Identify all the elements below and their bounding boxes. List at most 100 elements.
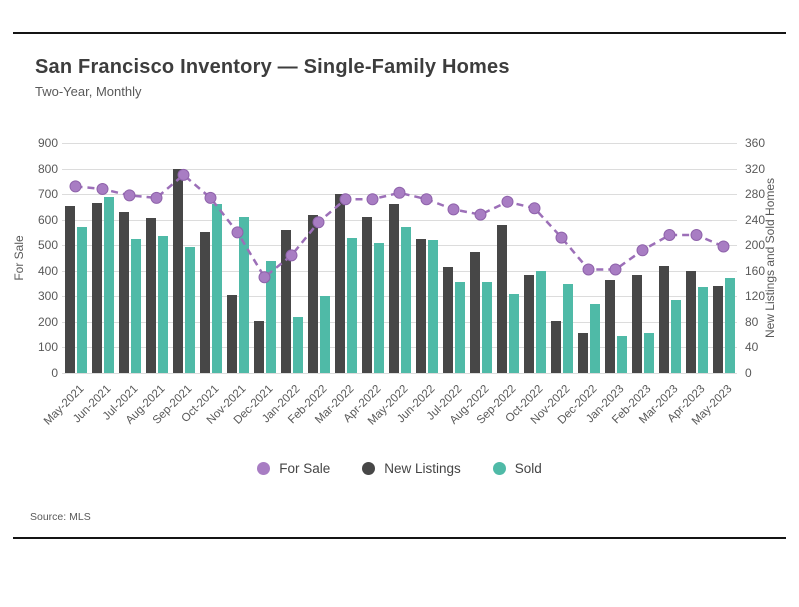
bar-group [89, 143, 116, 373]
legend-swatch-icon [257, 462, 271, 475]
right-axis-tick-label: 80 [745, 314, 759, 329]
for-sale-point [231, 226, 244, 239]
bar-group [278, 143, 305, 373]
bars-layer [62, 143, 737, 373]
right-axis-tick-label: 240 [745, 212, 766, 227]
sold-bar [238, 217, 249, 373]
page-subtitle: Two-Year, Monthly [35, 84, 142, 99]
bar-group [440, 143, 467, 373]
new-listings-bar [523, 274, 534, 373]
chart-card: San Francisco Inventory — Single-Family … [12, 32, 786, 539]
new-listings-bar [415, 238, 426, 373]
bar-group [521, 143, 548, 373]
sold-bar [427, 240, 438, 373]
new-listings-bar [145, 218, 156, 373]
gridline [62, 245, 737, 247]
for-sale-point [528, 202, 541, 215]
new-listings-bar [712, 286, 723, 373]
bar-group [629, 143, 656, 373]
new-listings-bar [577, 333, 588, 373]
new-listings-bar [442, 266, 453, 373]
gridline [62, 219, 737, 221]
bar-group [62, 143, 89, 373]
for-sale-point [123, 189, 136, 202]
new-listings-bar [91, 203, 102, 373]
bar-group [467, 143, 494, 373]
legend: For Sale New Listings Sold [13, 461, 786, 476]
bar-group [386, 143, 413, 373]
legend-label: New Listings [384, 461, 461, 476]
for-sale-point [339, 193, 352, 206]
sold-bar [670, 300, 681, 373]
for-sale-point [96, 183, 109, 195]
new-listings-bar [685, 270, 696, 373]
new-listings-bar [550, 320, 561, 373]
new-listings-bar [307, 214, 318, 373]
sold-bar [481, 282, 492, 373]
new-listings-bar [172, 168, 183, 373]
bar-group [548, 143, 575, 373]
bar-group [143, 143, 170, 373]
gridline [62, 321, 737, 323]
for-sale-point [609, 263, 622, 276]
sold-bar [76, 227, 87, 373]
left-axis-tick-label: 900 [37, 136, 58, 150]
legend-label: Sold [514, 461, 542, 476]
new-listings-bar [226, 295, 237, 373]
sold-bar [697, 287, 708, 373]
sold-bar [265, 260, 276, 373]
for-sale-point [285, 249, 298, 262]
for-sale-point [177, 168, 190, 181]
gridline [62, 143, 737, 144]
plot-area [62, 143, 737, 374]
bar-group [602, 143, 629, 373]
right-axis-tick-label: 360 [745, 136, 766, 150]
right-axis-tick-label: 280 [745, 187, 766, 202]
new-listings-bar [280, 229, 291, 373]
gridline [62, 270, 737, 272]
sold-bar [211, 204, 222, 373]
gridline [62, 168, 737, 170]
new-listings-bar [496, 224, 507, 373]
new-listings-bar [199, 232, 210, 373]
for-sale-point [474, 208, 487, 221]
line-layer [69, 168, 730, 284]
legend-label: For Sale [279, 461, 331, 476]
new-listings-bar [469, 251, 480, 373]
new-listings-bar [334, 194, 345, 373]
source-note: Source: MLS [30, 511, 91, 523]
sold-bar [454, 282, 465, 373]
for-sale-point [366, 193, 379, 206]
sold-bar [184, 246, 195, 373]
for-sale-point [717, 240, 730, 253]
left-axis-tick-label: 300 [37, 289, 58, 304]
right-axis-tick-label: 320 [745, 161, 766, 176]
for-sale-point [690, 229, 703, 241]
bar-group [575, 143, 602, 373]
gridline [62, 296, 737, 298]
new-listings-bar [118, 212, 129, 373]
legend-swatch-icon [492, 462, 506, 475]
left-axis-tick-label: 0 [51, 366, 58, 380]
sold-bar [616, 335, 627, 373]
sold-bar [643, 333, 654, 373]
right-axis-tick-label: 160 [745, 263, 766, 278]
right-axis-tick-label: 0 [745, 366, 752, 380]
for-sale-point [447, 203, 460, 216]
new-listings-bar [253, 320, 264, 373]
sold-bar [508, 293, 519, 373]
for-sale-point [420, 193, 433, 206]
sold-bar [562, 283, 573, 373]
page-title: San Francisco Inventory — Single-Family … [35, 56, 510, 78]
legend-item: Sold [492, 461, 542, 476]
for-sale-point [69, 180, 82, 193]
left-axis-tick-label: 800 [37, 161, 58, 176]
for-sale-point [582, 263, 595, 276]
legend-item: For Sale [257, 461, 330, 476]
new-listings-bar [361, 217, 372, 373]
bar-group [413, 143, 440, 373]
for-sale-point [393, 186, 406, 199]
for-sale-point [258, 271, 271, 284]
new-listings-bar [604, 279, 615, 373]
for-sale-point [663, 229, 676, 241]
